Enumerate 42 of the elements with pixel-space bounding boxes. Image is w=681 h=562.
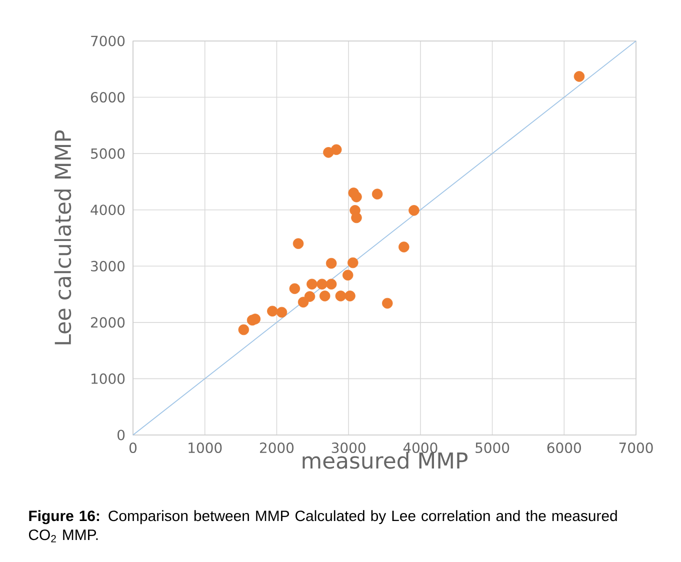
x-tick-label: 3000 — [332, 442, 366, 454]
point — [408, 205, 420, 216]
y-tick-label: 1000 — [92, 373, 125, 384]
point — [319, 290, 330, 302]
point — [351, 212, 362, 224]
point — [335, 290, 346, 302]
point — [316, 278, 328, 290]
point — [348, 257, 358, 268]
point — [330, 144, 342, 155]
y-tick-label: 0 — [118, 430, 125, 440]
x-tick-label: 2000 — [260, 442, 294, 454]
point — [267, 306, 278, 317]
x-tick-label: 5000 — [476, 442, 510, 454]
point — [342, 270, 354, 281]
y-tick-label: 5000 — [91, 148, 125, 159]
x-tick-label: 4000 — [403, 442, 438, 454]
text: Figure 16: Comparison between MMP Calculated by Lee correlation and the measured CO$_{2}$ MMP. — [28, 510, 617, 542]
point — [292, 238, 304, 249]
point — [238, 324, 250, 336]
point — [306, 278, 318, 290]
x-axis-title: measured MMP — [302, 452, 468, 469]
point — [398, 242, 410, 252]
point — [326, 258, 337, 269]
point — [372, 188, 383, 200]
point — [289, 283, 300, 294]
y-tick-label: 2000 — [91, 317, 125, 328]
point — [574, 71, 585, 82]
y-tick-label: 6000 — [90, 92, 125, 103]
x-tick-label: 6000 — [547, 442, 581, 454]
point — [326, 278, 337, 290]
y-tick-label: 4000 — [90, 204, 125, 216]
point — [344, 290, 356, 302]
y-axis-title: Lee calculated MMP — [54, 130, 72, 344]
point — [276, 306, 288, 318]
point — [382, 298, 393, 309]
x-tick-label: 1000 — [188, 442, 222, 454]
x-tick-label: 0 — [129, 442, 137, 454]
x-tick-label: 7000 — [619, 442, 653, 454]
y-tick-label: 3000 — [91, 260, 125, 272]
point — [304, 291, 316, 302]
point — [351, 192, 362, 202]
y-tick-label: 7000 — [91, 36, 125, 46]
